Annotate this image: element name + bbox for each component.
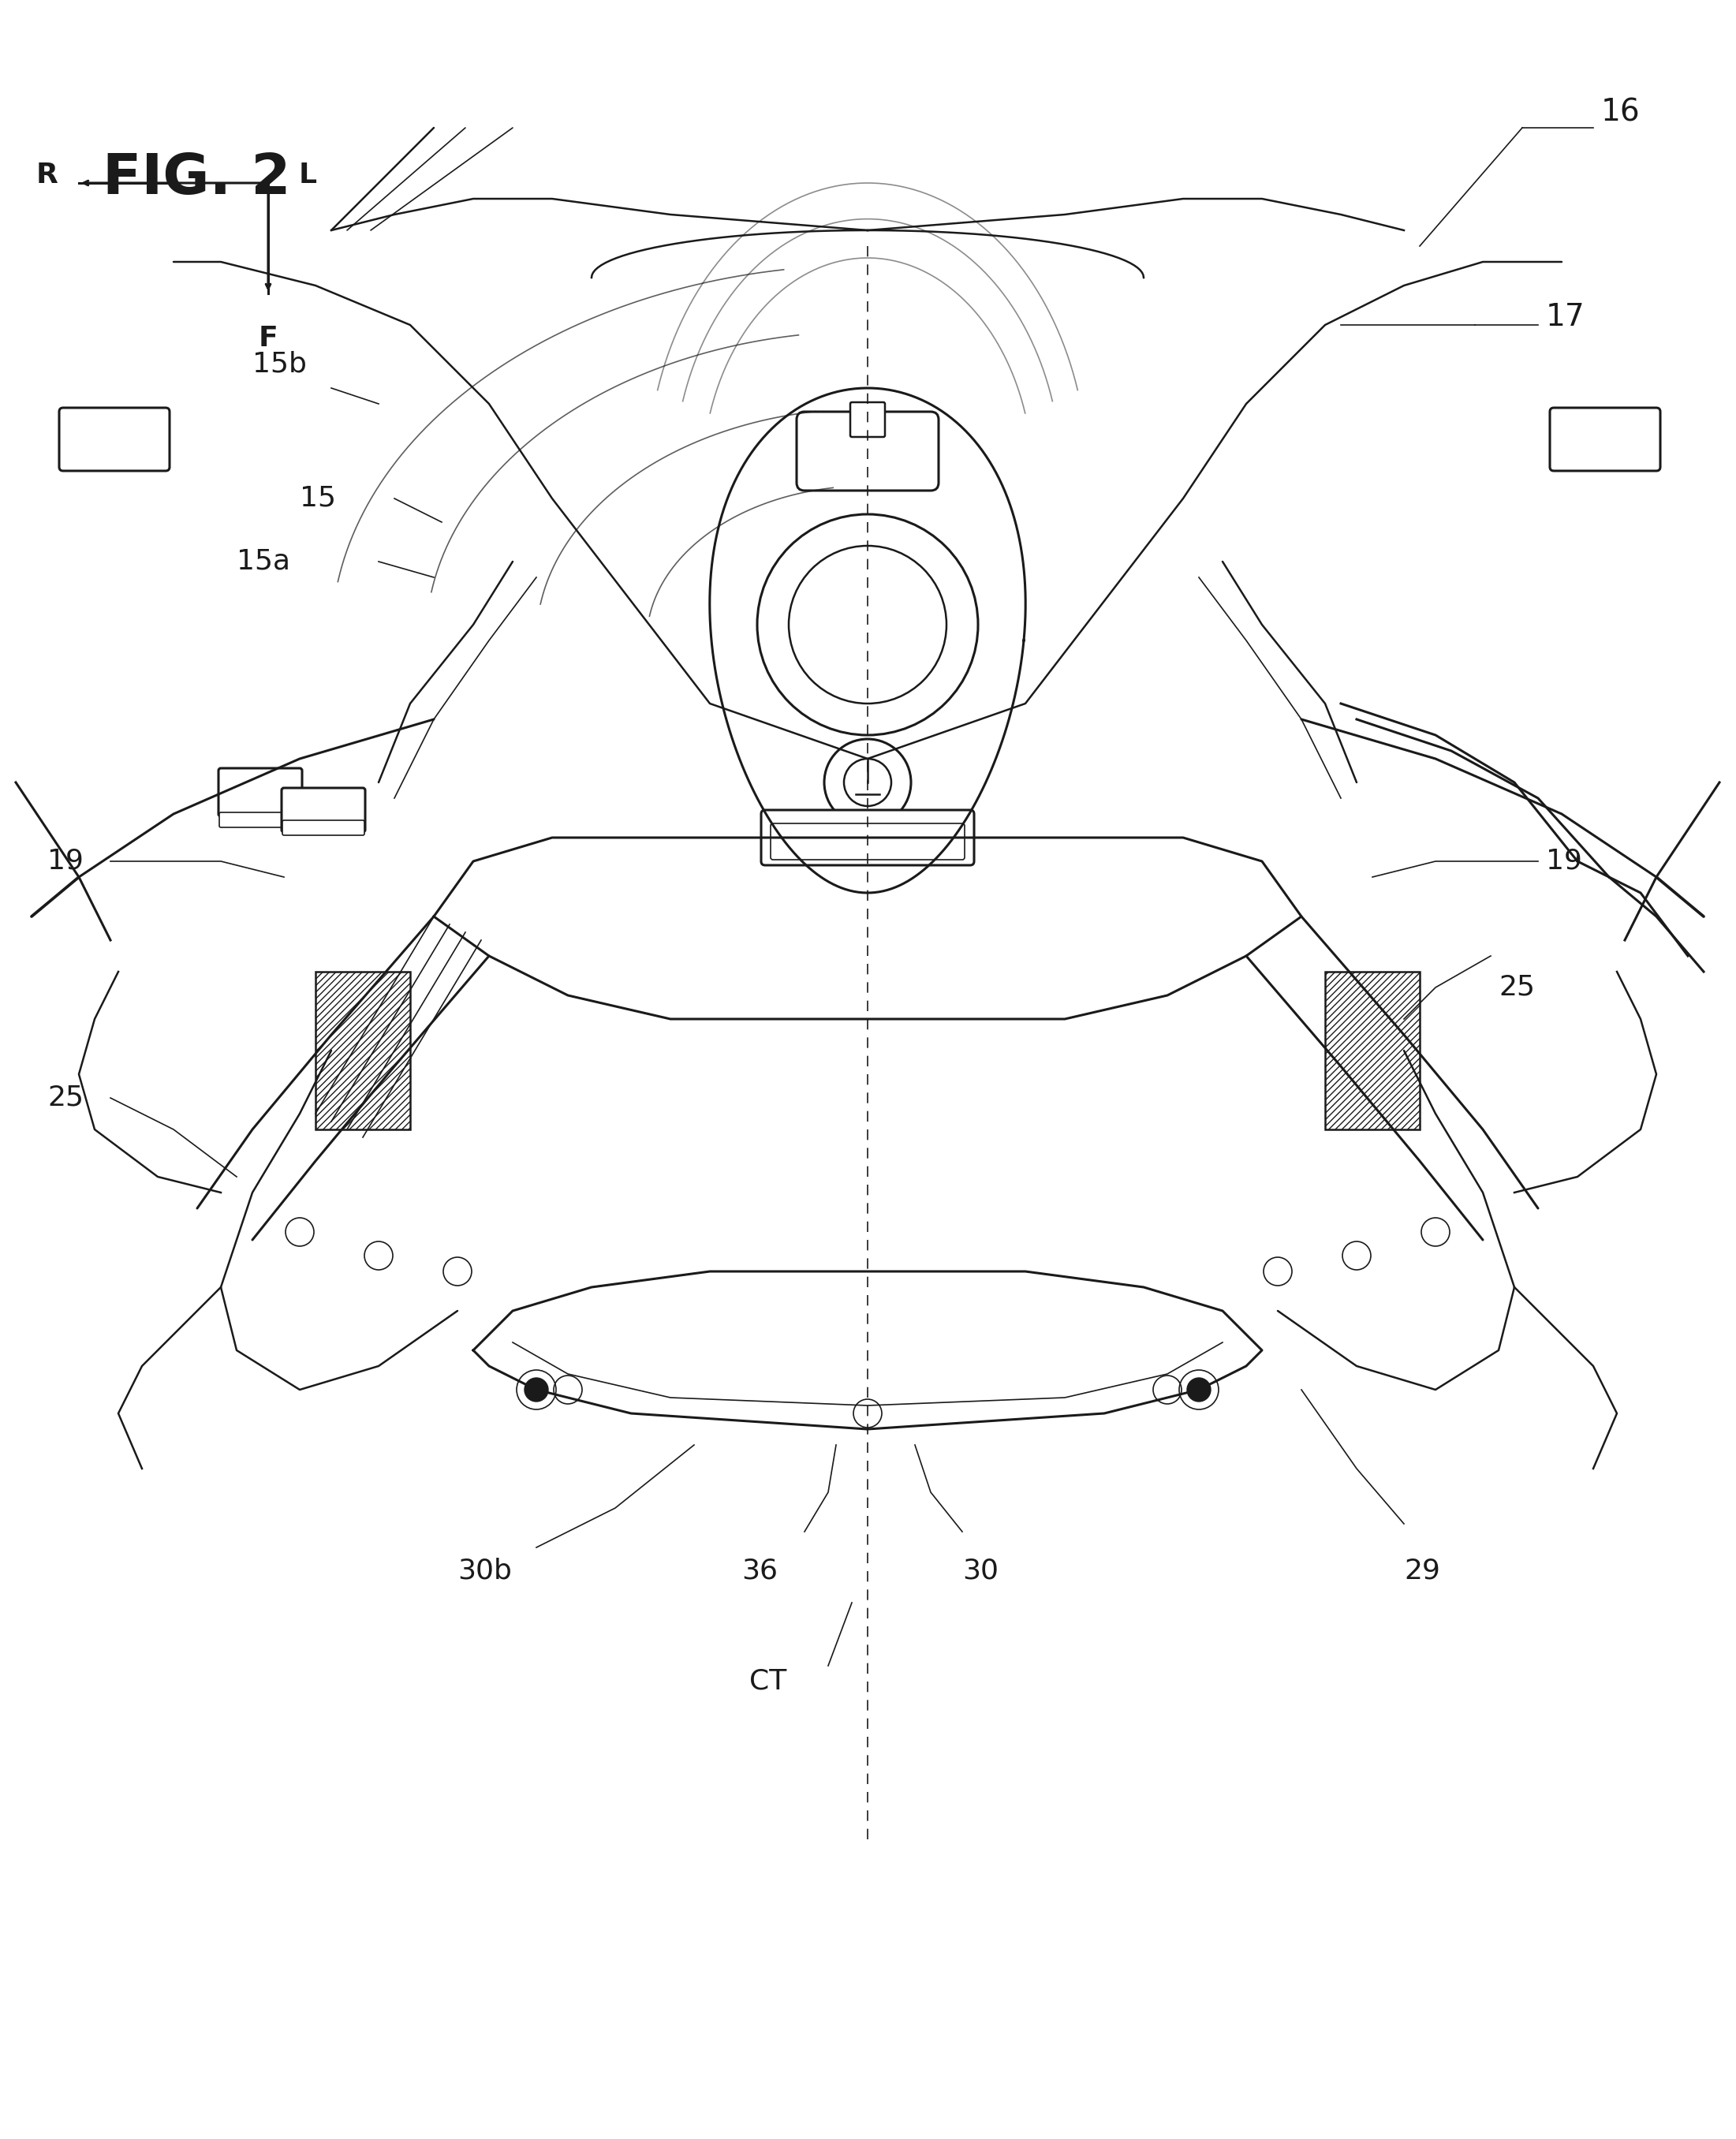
FancyBboxPatch shape xyxy=(59,409,170,471)
FancyBboxPatch shape xyxy=(1550,409,1660,471)
FancyBboxPatch shape xyxy=(797,411,939,490)
Text: 19: 19 xyxy=(47,847,83,875)
Text: 17: 17 xyxy=(1547,302,1585,332)
Text: 30: 30 xyxy=(962,1557,998,1585)
Text: 15a: 15a xyxy=(236,548,290,575)
Text: 29: 29 xyxy=(1404,1557,1441,1585)
Text: 25: 25 xyxy=(47,1084,83,1112)
FancyBboxPatch shape xyxy=(283,819,365,834)
Text: 19: 19 xyxy=(1547,847,1581,875)
FancyBboxPatch shape xyxy=(771,824,965,860)
Text: 16: 16 xyxy=(1601,96,1641,126)
Circle shape xyxy=(524,1378,549,1401)
Text: 36: 36 xyxy=(741,1557,778,1585)
Text: CT: CT xyxy=(750,1668,786,1694)
FancyBboxPatch shape xyxy=(760,811,974,864)
FancyBboxPatch shape xyxy=(219,768,302,817)
Text: FIG. 2: FIG. 2 xyxy=(102,152,290,205)
Text: L: L xyxy=(299,163,316,188)
Text: 15: 15 xyxy=(300,486,337,511)
Text: F: F xyxy=(259,325,278,351)
Text: 30b: 30b xyxy=(458,1557,512,1585)
FancyBboxPatch shape xyxy=(281,787,365,832)
FancyBboxPatch shape xyxy=(219,813,302,828)
Text: 25: 25 xyxy=(1498,973,1535,1001)
FancyBboxPatch shape xyxy=(851,402,885,436)
Text: R: R xyxy=(36,163,59,188)
Text: 15b: 15b xyxy=(252,351,307,379)
Circle shape xyxy=(1187,1378,1210,1401)
